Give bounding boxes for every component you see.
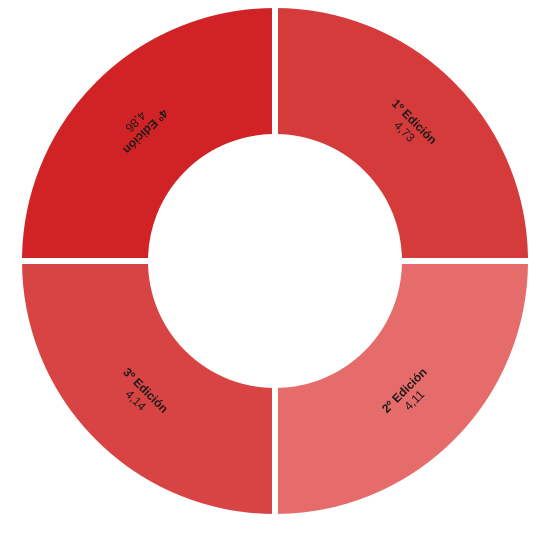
donut-slice-3 <box>15 258 278 521</box>
donut-slice-2 <box>272 258 535 521</box>
donut-slice-4 <box>15 1 278 264</box>
slices-layer <box>15 1 535 521</box>
donut-slice-1 <box>272 1 535 264</box>
